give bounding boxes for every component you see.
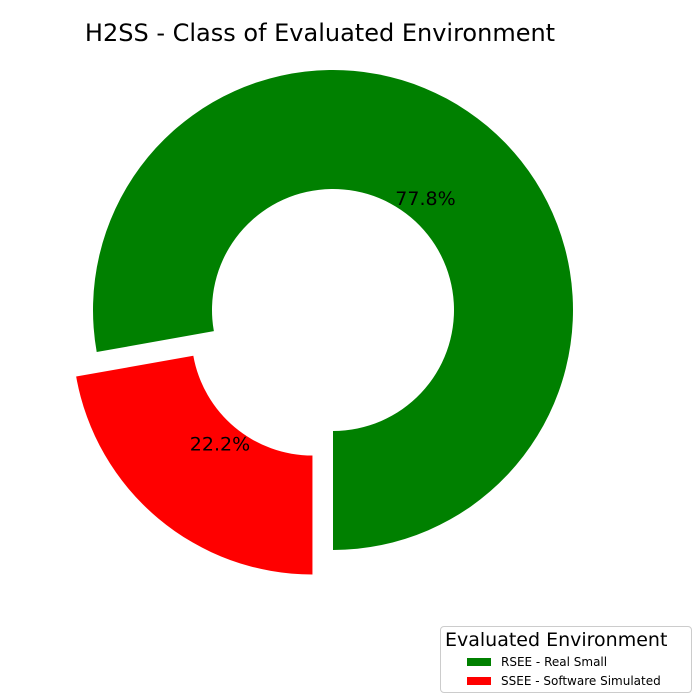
chart-title: H2SS - Class of Evaluated Environment bbox=[85, 19, 555, 47]
slice-0 bbox=[93, 70, 574, 551]
slice-1 bbox=[76, 355, 313, 575]
slice-label-1: 22.2% bbox=[190, 433, 250, 455]
legend-label: RSEE - Real Small bbox=[501, 654, 608, 669]
legend-label: SSEE - Software Simulated bbox=[501, 673, 661, 688]
legend-swatch bbox=[467, 657, 491, 666]
legend: Evaluated Environment RSEE - Real Small … bbox=[440, 626, 692, 693]
legend-title: Evaluated Environment bbox=[445, 629, 668, 651]
legend-item-1: SSEE - Software Simulated bbox=[467, 671, 691, 690]
legend-item-0: RSEE - Real Small bbox=[467, 652, 691, 671]
slices: 77.8% 22.2% bbox=[76, 70, 574, 575]
slice-label-0: 77.8% bbox=[395, 188, 455, 210]
legend-swatch bbox=[467, 676, 491, 685]
